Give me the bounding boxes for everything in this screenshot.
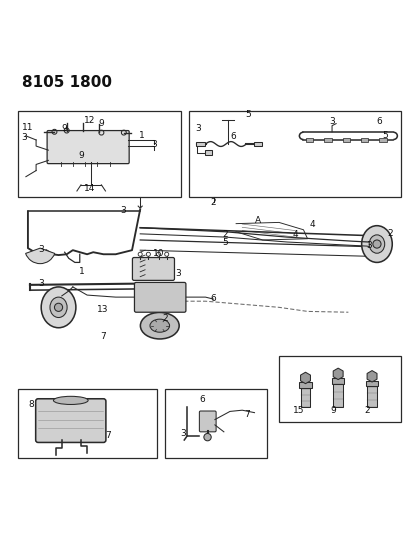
Text: 4: 4 [309,220,315,229]
Ellipse shape [50,297,67,318]
Text: 15: 15 [293,406,304,415]
Ellipse shape [141,312,179,339]
Bar [196,142,205,146]
Ellipse shape [41,287,76,328]
Text: 3: 3 [329,117,335,126]
Text: 3: 3 [175,269,180,278]
Text: 9: 9 [330,406,336,415]
Text: 10: 10 [153,249,164,258]
FancyBboxPatch shape [132,257,175,280]
Bar [18,389,157,458]
Text: 12: 12 [83,116,95,125]
Text: 3: 3 [39,279,44,288]
Bar [324,138,332,142]
Bar [165,389,267,458]
Text: 7: 7 [100,332,106,341]
Text: 3: 3 [39,245,44,254]
Bar [299,383,312,387]
Bar [332,378,344,384]
Text: 5: 5 [222,238,228,247]
Bar [367,386,377,407]
Ellipse shape [369,235,385,253]
Circle shape [55,303,62,311]
Circle shape [146,252,150,256]
Text: 3: 3 [21,133,27,142]
Circle shape [373,240,381,248]
Text: 2: 2 [210,198,216,206]
Text: 7: 7 [244,410,250,419]
Text: 3: 3 [180,429,186,438]
Circle shape [157,252,161,256]
Bar [205,150,212,155]
Bar [306,138,313,142]
Text: 3: 3 [195,124,201,133]
FancyBboxPatch shape [36,399,106,442]
Bar [379,138,387,142]
Text: 14: 14 [83,184,95,192]
Bar [300,387,310,407]
Text: 9: 9 [62,124,67,133]
Text: 6: 6 [199,394,205,403]
Text: 2: 2 [364,406,369,415]
Bar [254,142,262,146]
Text: 7: 7 [106,431,111,440]
Text: 6: 6 [231,132,236,141]
Text: 5: 5 [245,110,251,119]
Wedge shape [25,248,55,264]
Text: 1: 1 [79,267,85,276]
Text: 4: 4 [293,230,298,239]
Ellipse shape [150,319,170,332]
Circle shape [165,252,169,256]
Text: 9: 9 [78,151,84,160]
Bar [18,111,181,197]
Text: 9: 9 [99,119,104,128]
Circle shape [138,252,142,256]
Circle shape [204,433,211,441]
Text: 6: 6 [376,117,382,126]
Text: 11: 11 [22,123,34,132]
Bar [333,384,343,407]
Text: 5: 5 [382,131,388,140]
Bar [279,356,402,422]
Text: A: A [255,216,261,225]
Bar [189,111,402,197]
Ellipse shape [53,397,88,405]
Bar [366,381,378,386]
Text: 2: 2 [222,230,228,239]
FancyBboxPatch shape [199,411,216,432]
Text: 3: 3 [120,206,126,215]
Text: 3: 3 [152,140,157,149]
Text: 13: 13 [97,305,109,314]
Bar [361,138,368,142]
Text: 8105 1800: 8105 1800 [22,75,112,90]
Bar [343,138,350,142]
FancyBboxPatch shape [47,131,129,164]
FancyBboxPatch shape [134,282,186,312]
Text: 6: 6 [210,294,216,303]
Text: 8: 8 [28,400,34,409]
Text: 2: 2 [387,229,393,238]
Text: 3: 3 [367,241,372,250]
Text: 1: 1 [139,131,145,140]
Text: 2: 2 [163,314,169,323]
Ellipse shape [362,225,392,262]
